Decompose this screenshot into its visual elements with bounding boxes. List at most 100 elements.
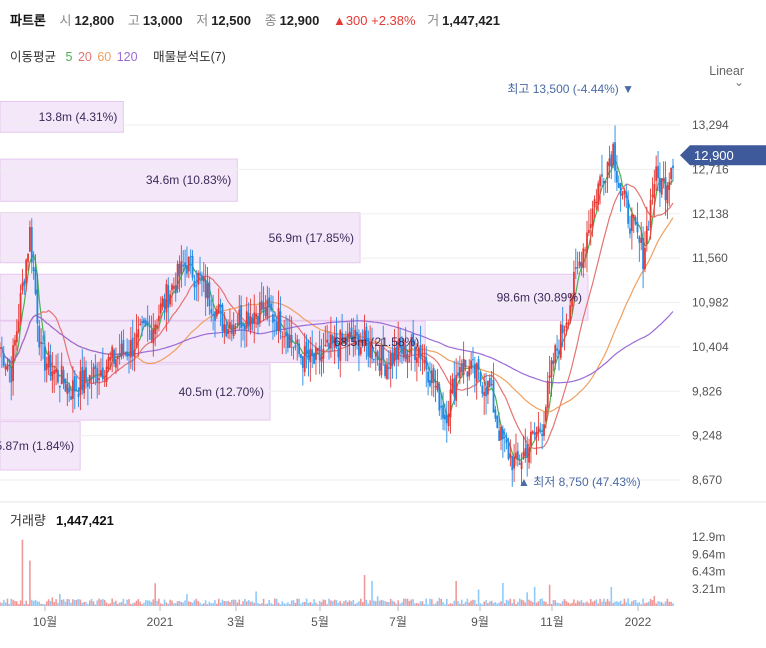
volume-bar [335,600,338,606]
moving-average-legend[interactable]: 이동평균 5 20 60 120 매물분석도(7) [10,46,232,65]
volume-bar [315,602,317,606]
candle-body [305,341,308,354]
candle-body [537,426,540,433]
volume-bar [1,602,3,606]
candle-body [374,352,377,357]
volume-bar [139,601,142,606]
volume-bar [502,583,504,606]
volume-profile-toggle[interactable]: 매물분석도(7) [153,50,226,64]
volume-bar [158,598,160,606]
candle-body [172,285,175,289]
price-tick-label: 9,826 [692,384,722,398]
candle-body [255,313,258,318]
candle-body [199,272,201,276]
candle-body [576,267,579,269]
candle-body [612,144,615,166]
candle-body [593,199,596,208]
candle-body [96,368,99,383]
candle-body [516,450,519,460]
candle-body [115,359,117,368]
volume-bar [333,599,336,606]
candle-body [12,345,14,381]
volume-bar [234,599,237,606]
candle-body [410,337,413,355]
candle-body [83,370,86,394]
candle-body [395,346,398,360]
candle-body [414,346,416,361]
candle-body [285,332,287,337]
volume-bar [174,603,177,606]
candle-body [511,455,514,471]
candle-body [552,360,555,364]
volume-bar [146,600,149,606]
candle-body [359,347,362,355]
candle-body [105,366,108,383]
volume-bar [92,601,95,606]
volume-bar [343,601,345,606]
candle-body [647,228,650,230]
volume-bar [59,593,61,606]
volume-bar [470,600,472,606]
volume-bar [395,603,398,606]
candle-body [393,348,396,362]
volume-bar [567,602,570,606]
volume-bar [305,598,308,606]
candle-body [543,424,545,436]
candle-body [150,330,153,340]
volume-bar [617,602,620,606]
scale-toggle[interactable]: Linear ⌄ [709,64,744,88]
volume-bar [468,602,471,606]
volume-bar [277,602,280,606]
candle-body [64,378,67,392]
candle-body [627,199,630,224]
volume-bar [201,604,203,606]
candle-body [223,324,226,333]
volume-bar [115,600,117,606]
volume-bar [363,574,366,606]
volume-profile-band [0,101,124,133]
candle-body [174,285,177,294]
volume-bar [238,599,241,606]
volume-bar [345,600,347,606]
candle-body [429,380,431,386]
volume-bar [287,602,289,606]
volume-bar [550,603,553,606]
close-value: 12,900 [279,13,320,28]
candle-body [610,154,613,167]
volume-bar [279,604,282,606]
candle-body [488,378,491,387]
volume-bar [425,598,428,606]
volume-bar [141,604,143,606]
volume-bar [107,604,110,606]
volume-bar [494,601,497,606]
volume-bar [438,597,441,606]
volume-bar [631,601,633,606]
candle-body [262,302,265,310]
candle-body [129,340,132,358]
candle-body [419,345,422,359]
volume-bar [432,604,435,606]
volume-profile-band [0,273,589,321]
volume-bar [388,602,390,606]
low-value: 12,500 [211,13,251,28]
volume-tick-label: 3.21m [692,582,725,596]
volume-bar [350,601,353,606]
candle-body [571,297,573,307]
volume-bar [216,603,218,606]
volume-bar [427,604,429,606]
volume-profile-band [0,421,81,471]
volume-bar [380,599,383,606]
candle-body [574,267,577,269]
high-marker-label: 최고 13,500 (-4.44%) ▼ [507,82,634,96]
candle-body [257,315,259,325]
candle-body [264,307,267,316]
volume-bar [189,601,192,606]
volume-bar [34,599,37,606]
volume-bar [517,602,519,606]
price-tick-label: 11,560 [692,251,728,265]
volume-bar [511,603,514,606]
volume-bar [317,604,319,606]
candle-body [632,215,635,219]
candle-body [58,385,61,388]
